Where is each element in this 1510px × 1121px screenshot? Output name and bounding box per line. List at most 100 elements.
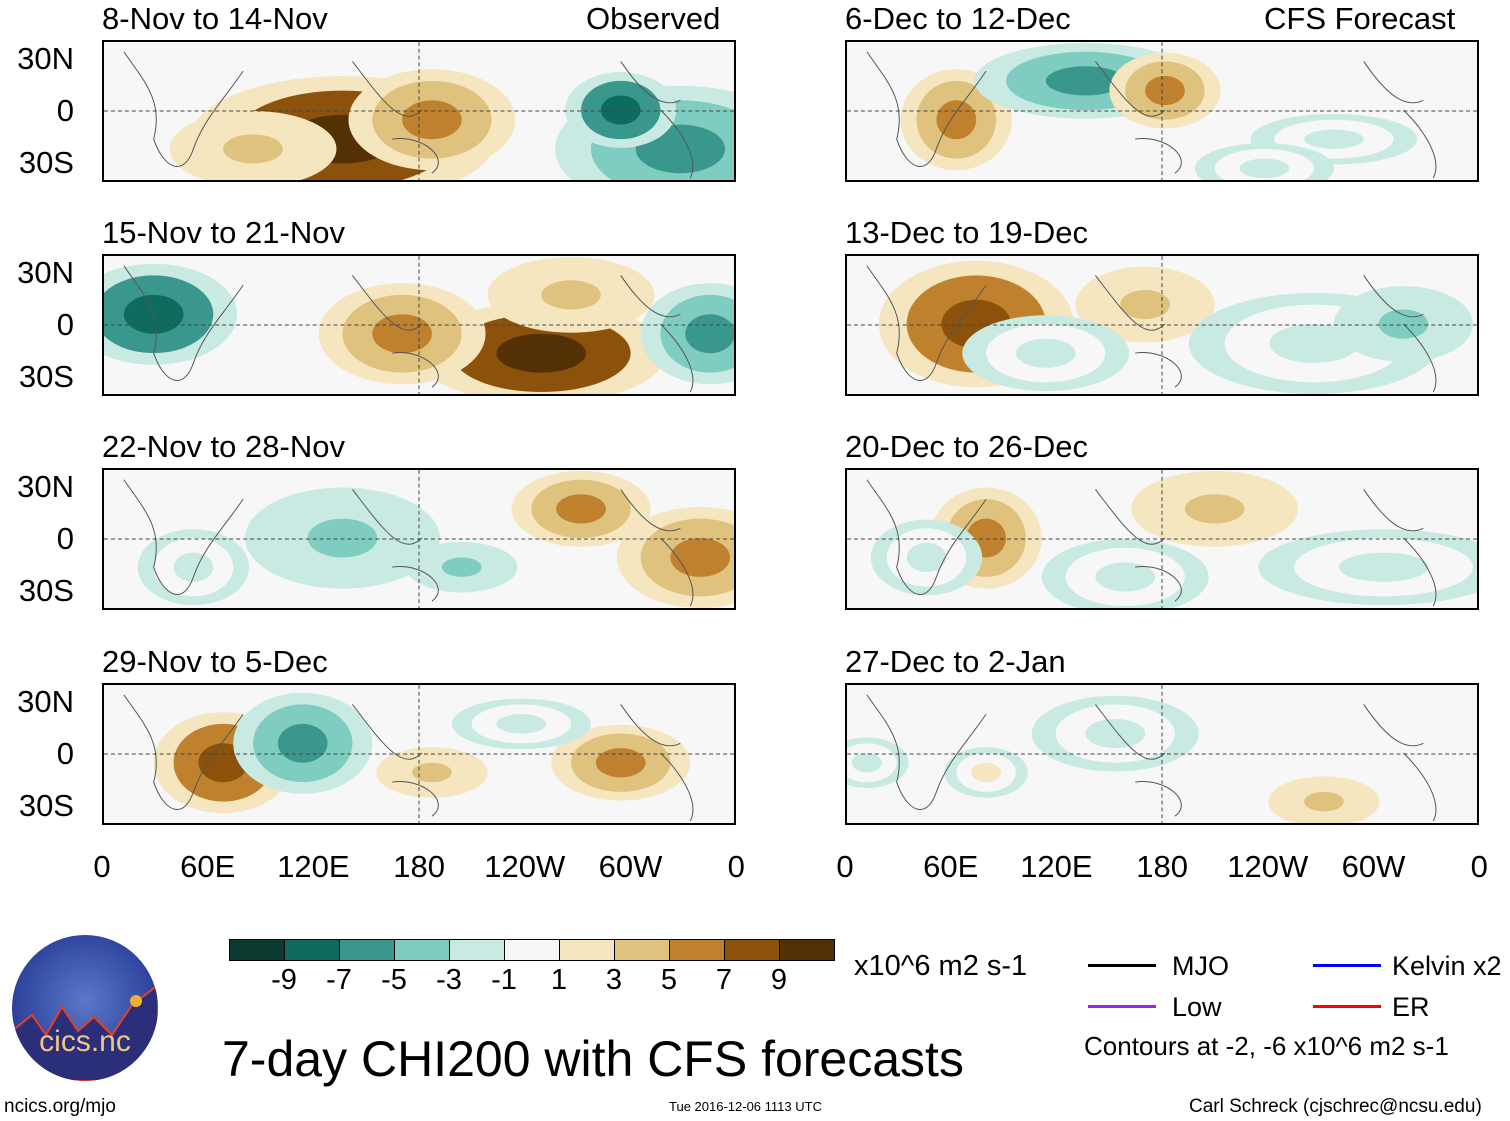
colorbar-tick-label: -5 [381, 964, 407, 996]
lat-label: 0 [56, 93, 74, 128]
colorbar-tick-label: -7 [326, 964, 352, 996]
colorbar-tick-label: -3 [436, 964, 462, 996]
lon-label: 0 [1470, 849, 1488, 884]
colorbar-swatch [724, 939, 780, 961]
lat-label: 30N [17, 684, 74, 719]
legend-low-line [1088, 1005, 1156, 1008]
colorbar-swatch [284, 939, 340, 961]
lon-label: 60E [180, 849, 236, 884]
legend-kelvin: Kelvin x2 [1392, 951, 1502, 981]
anomaly-core [307, 518, 378, 558]
observed-label: Observed [586, 1, 721, 36]
colorbar-swatch [559, 939, 615, 961]
legend-mjo-line [1088, 964, 1156, 967]
footer-author: Carl Schreck (cjschrec@ncsu.edu) [1189, 1096, 1482, 1117]
continent-outline [123, 694, 694, 822]
colorbar-tick-label: 3 [605, 964, 623, 996]
anomaly-core [1304, 129, 1364, 149]
lon-label: 180 [1136, 849, 1188, 884]
colorbar-swatch [229, 939, 285, 961]
colorbar-tick-label: 7 [715, 964, 733, 996]
anomaly-core [1045, 66, 1126, 96]
panel-title: 13-Dec to 19-Dec [845, 215, 1088, 250]
colorbar-swatch [779, 939, 835, 961]
anomaly-core [670, 538, 731, 577]
anomaly-core [685, 314, 734, 354]
colorbar-swatch [449, 939, 505, 961]
lon-label: 120W [484, 849, 566, 884]
anomaly-core [441, 557, 482, 577]
anomaly-core [277, 723, 328, 763]
legend-er: ER [1392, 992, 1430, 1022]
lon-label: 0 [727, 849, 745, 884]
colorbar-swatch [394, 939, 450, 961]
logo-text: cics.nc [39, 1025, 131, 1058]
anomaly-core [1085, 719, 1146, 749]
anomaly-core [600, 95, 641, 125]
anomaly-core [402, 100, 462, 140]
anomaly-core [556, 494, 606, 524]
lat-label: 30N [17, 469, 74, 504]
anomaly-core [1378, 309, 1429, 339]
panel-title: 8-Nov to 14-Nov [102, 1, 328, 36]
continent-outline [866, 51, 1437, 179]
anomaly-core [372, 314, 432, 354]
anomaly-core [496, 714, 547, 734]
anomaly-core [851, 753, 882, 773]
colorbar-tick-label: 5 [660, 964, 678, 996]
lat-label: 30S [18, 145, 74, 180]
anomaly-core [1184, 494, 1245, 524]
colorbar-tick-label: 1 [550, 964, 568, 996]
continent-outline [123, 265, 694, 393]
lon-label: 60E [923, 849, 979, 884]
lon-label: 60W [1341, 849, 1406, 884]
lon-label: 0 [93, 849, 111, 884]
colorbar-swatch [669, 939, 725, 961]
colorbar-swatch [339, 939, 395, 961]
map-panel [845, 468, 1479, 610]
legend-er-line [1313, 1005, 1381, 1008]
colorbar-tick-label: -1 [491, 964, 517, 996]
lon-label: 120W [1227, 849, 1309, 884]
footer-timestamp: Tue 2016-12-06 1113 UTC [669, 1099, 822, 1114]
anomaly-core [906, 542, 947, 573]
lon-label: 120E [1020, 849, 1093, 884]
legend-kelvin-line [1313, 964, 1381, 967]
anomaly-core [1015, 338, 1076, 368]
continent-outline [123, 479, 694, 607]
anomaly-core [1145, 76, 1185, 106]
anomaly-core [496, 333, 586, 373]
lon-label: 180 [393, 849, 445, 884]
panel-title: 27-Dec to 2-Jan [845, 644, 1066, 679]
colorbar-units: x10^6 m2 s-1 [854, 950, 1028, 982]
legend-mjo: MJO [1172, 951, 1229, 981]
map-panel [845, 40, 1479, 182]
lon-label: 120E [277, 849, 350, 884]
lat-label: 0 [56, 307, 74, 342]
colorbar-tick-label: -9 [271, 964, 297, 996]
anomaly-core [595, 748, 646, 778]
cics-logo: cics.nc [12, 935, 158, 1081]
anomaly-core [173, 552, 214, 582]
anomaly-core [1338, 552, 1429, 582]
contours-note: Contours at -2, -6 x10^6 m2 s-1 [1084, 1031, 1449, 1061]
lat-label: 30N [17, 255, 74, 290]
colorbar-tick-label: 9 [770, 964, 788, 996]
lat-label: 30S [18, 359, 74, 394]
anomaly-core [1095, 562, 1156, 592]
map-panel [102, 683, 736, 825]
footer-url: ncics.org/mjo [4, 1096, 116, 1117]
panel-title: 20-Dec to 26-Dec [845, 429, 1088, 464]
lat-label: 0 [56, 736, 74, 771]
panel-title: 15-Nov to 21-Nov [102, 215, 345, 250]
lat-label: 30S [18, 788, 74, 823]
lat-label: 30S [18, 573, 74, 608]
colorbar-swatch [614, 939, 670, 961]
map-panel [102, 40, 736, 182]
continent-outline [866, 694, 1437, 822]
map-panel [845, 683, 1479, 825]
lon-label: 60W [598, 849, 663, 884]
anomaly-core [541, 280, 601, 310]
figure-title: 7-day CHI200 with CFS forecasts [222, 1031, 964, 1087]
